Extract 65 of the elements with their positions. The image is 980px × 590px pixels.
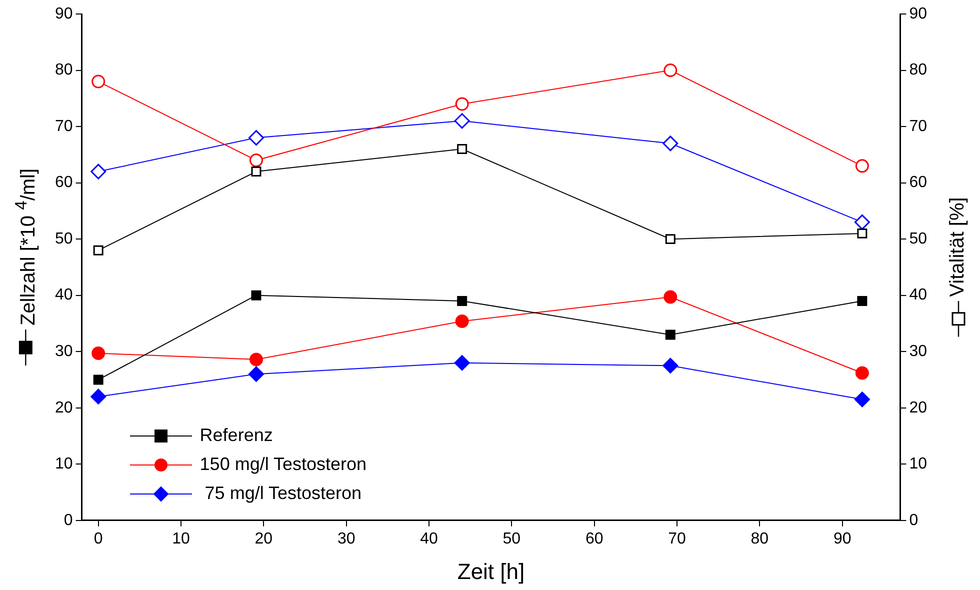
- point: [92, 74, 106, 88]
- y-tick-label: 80: [55, 62, 73, 79]
- y2-tick-label: 50: [909, 230, 928, 248]
- y2-tick-label: 80: [909, 62, 928, 79]
- point: [857, 296, 868, 306]
- x-tick-label: 30: [337, 530, 356, 548]
- point: [93, 374, 104, 385]
- x-tick-label: 10: [172, 530, 190, 548]
- point: [855, 159, 869, 173]
- y2-tick-label: 30: [909, 343, 928, 360]
- y2-tick-label: 10: [909, 456, 928, 473]
- point: [854, 392, 870, 408]
- point: [248, 366, 264, 382]
- point: [457, 296, 468, 306]
- x-tick-label: 20: [254, 530, 273, 548]
- y2-tick-label: 20: [909, 399, 928, 416]
- y2-tick-label: 0: [909, 512, 918, 529]
- y2-tick-label: 90: [909, 5, 928, 22]
- y-tick-label: 20: [55, 399, 73, 416]
- point: [457, 144, 468, 154]
- point: [455, 314, 469, 328]
- point: [662, 136, 678, 152]
- point: [455, 97, 469, 111]
- point: [664, 64, 678, 78]
- point: [248, 130, 264, 146]
- point: [90, 388, 106, 404]
- point: [90, 164, 106, 180]
- point: [249, 154, 263, 168]
- y-tick-label: 10: [55, 456, 73, 473]
- y-tick-label: 60: [55, 174, 73, 192]
- y-tick-label: 90: [55, 5, 73, 22]
- point: [454, 113, 470, 129]
- point: [664, 290, 678, 304]
- point: [662, 358, 678, 374]
- x-tick-label: 60: [585, 530, 604, 548]
- point: [251, 166, 262, 177]
- legend-label: Referenz: [200, 425, 273, 446]
- point: [454, 355, 470, 371]
- x-tick-label: 80: [750, 530, 769, 548]
- point: [665, 234, 676, 244]
- y2-axis-title: Vitalität [%]: [946, 197, 970, 298]
- point: [93, 245, 104, 256]
- point: [92, 346, 106, 360]
- legend-label: 75 mg/l Testosteron: [204, 483, 362, 504]
- y-tick-label: 40: [55, 286, 73, 304]
- y2-tick-label: 40: [909, 286, 928, 304]
- y-tick-label: 50: [55, 230, 73, 248]
- point: [857, 228, 868, 238]
- x-tick-label: 40: [420, 530, 438, 548]
- x-axis-title: Zeit [h]: [457, 558, 525, 584]
- x-tick-label: 70: [668, 530, 686, 548]
- y-tick-label: 70: [55, 118, 73, 135]
- point: [249, 352, 263, 366]
- legend-label: 150 mg/l Testosteron: [200, 454, 367, 476]
- x-tick-label: 90: [833, 530, 852, 548]
- point: [854, 214, 870, 230]
- x-tick-label: 50: [502, 530, 521, 548]
- point: [855, 366, 869, 380]
- point: [665, 330, 676, 340]
- point: [251, 290, 262, 300]
- y-tick-label: 0: [64, 512, 73, 529]
- y-tick-label: 30: [55, 343, 73, 360]
- y2-tick-label: 60: [909, 174, 928, 192]
- x-tick-label: 0: [94, 530, 103, 548]
- y2-tick-label: 70: [909, 118, 928, 135]
